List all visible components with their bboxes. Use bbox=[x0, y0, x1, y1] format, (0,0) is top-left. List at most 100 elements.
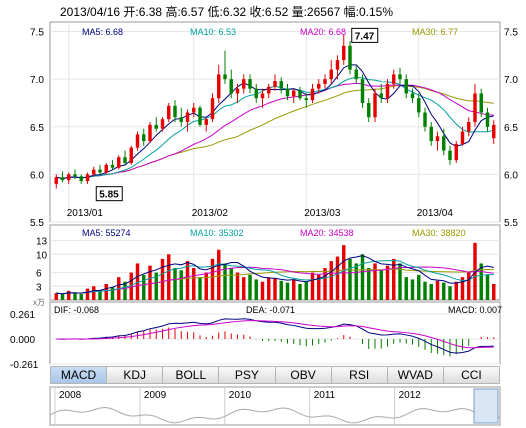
tab-kdj[interactable]: KDJ bbox=[107, 366, 164, 384]
tab-cci[interactable]: CCI bbox=[443, 366, 500, 384]
x-axis-label: 2013/03 bbox=[304, 208, 341, 219]
candle-body bbox=[204, 119, 208, 125]
volume-ma20-line bbox=[56, 266, 494, 295]
quote-volume: 量:26567 bbox=[291, 5, 341, 19]
candle-body bbox=[173, 105, 177, 118]
candle-body bbox=[254, 88, 258, 99]
price-right-tick: 7.0 bbox=[504, 75, 518, 86]
volume-bar bbox=[79, 294, 83, 300]
volume-bar bbox=[123, 281, 127, 300]
volume-bar bbox=[467, 272, 471, 300]
min-annotation-box bbox=[95, 186, 123, 202]
price-left-tick: 7.5 bbox=[30, 28, 44, 39]
volume-ma5-label: MA5: 55274 bbox=[82, 228, 131, 238]
volume-bar bbox=[348, 258, 352, 300]
volume-bar bbox=[460, 277, 465, 300]
volume-bar bbox=[54, 293, 58, 300]
candle-body bbox=[479, 93, 483, 113]
candle-body bbox=[429, 126, 433, 142]
volume-bar bbox=[417, 274, 421, 300]
candle-body bbox=[117, 157, 121, 168]
overview-year-label: 2011 bbox=[314, 390, 336, 401]
volume-bar bbox=[248, 274, 252, 300]
overview-line bbox=[49, 406, 501, 424]
volume-bar bbox=[60, 294, 65, 300]
price-ma20-line bbox=[56, 82, 494, 180]
candle-body bbox=[267, 86, 271, 94]
price-left-tick: 7.0 bbox=[30, 75, 44, 86]
volume-bar bbox=[192, 268, 196, 300]
volume-bar bbox=[285, 282, 290, 300]
quote-header: 2013/04/16 开:6.38 高:6.57 低:6.32 收:6.52 量… bbox=[60, 3, 393, 20]
candle-body bbox=[135, 134, 140, 148]
macd-dea-label: DEA: -0.071 bbox=[246, 305, 296, 315]
volume-bar bbox=[204, 272, 208, 300]
volume-bar bbox=[254, 279, 258, 300]
volume-bar bbox=[435, 280, 440, 300]
volume-bar bbox=[92, 286, 96, 300]
volume-ma5-line bbox=[56, 255, 494, 295]
volume-bar bbox=[442, 282, 446, 300]
price-right-tick: 7.5 bbox=[504, 28, 518, 39]
candle-body bbox=[423, 112, 427, 127]
candle-body bbox=[448, 150, 452, 161]
volume-bar bbox=[404, 277, 408, 300]
volume-bar bbox=[217, 249, 221, 300]
candle-body bbox=[410, 93, 415, 99]
candle-body bbox=[179, 117, 183, 122]
candle-body bbox=[123, 157, 127, 163]
candle-body bbox=[73, 174, 77, 177]
candle-body bbox=[273, 81, 277, 87]
candle-body bbox=[248, 79, 252, 89]
quote-change: 幅:0.15% bbox=[343, 5, 394, 19]
volume-bar bbox=[267, 277, 271, 300]
overview-year-label: 2008 bbox=[59, 390, 82, 401]
candle-body bbox=[110, 164, 115, 168]
volume-bar bbox=[423, 281, 427, 300]
volume-bar bbox=[479, 263, 483, 300]
candle-body bbox=[185, 112, 190, 122]
tab-psy[interactable]: PSY bbox=[219, 366, 276, 384]
volume-ma10-line bbox=[56, 259, 494, 295]
candle-body bbox=[473, 93, 477, 122]
overview-range-handle bbox=[473, 388, 499, 424]
indicator-tabs: MACD KDJ BOLL PSY OBV RSI WVAD CCI bbox=[50, 366, 500, 384]
quote-open: 开:6.38 bbox=[123, 5, 163, 19]
candle-body bbox=[342, 45, 346, 61]
macd-value-label: MACD: 0.007 bbox=[448, 305, 503, 315]
tab-rsi[interactable]: RSI bbox=[331, 366, 388, 384]
candle-body bbox=[367, 102, 371, 118]
candle-body bbox=[192, 107, 196, 113]
volume-bar bbox=[160, 258, 165, 300]
volume-bar bbox=[410, 279, 415, 300]
volume-bar bbox=[104, 284, 108, 300]
candle-body bbox=[329, 69, 333, 80]
volume-bar bbox=[229, 268, 233, 300]
volume-bar bbox=[173, 268, 177, 300]
tab-boll[interactable]: BOLL bbox=[163, 366, 220, 384]
tab-macd[interactable]: MACD bbox=[50, 366, 108, 384]
max-annotation: 7.47 bbox=[355, 31, 375, 42]
candle-body bbox=[467, 122, 471, 132]
candle-body bbox=[304, 98, 308, 101]
candle-body bbox=[335, 60, 340, 70]
candle-body bbox=[354, 69, 358, 80]
candle-body bbox=[229, 79, 233, 94]
candle-body bbox=[442, 136, 446, 151]
volume-bar bbox=[260, 281, 265, 300]
volume-bar bbox=[210, 258, 215, 300]
candle-body bbox=[292, 90, 296, 97]
volume-bar bbox=[185, 261, 190, 300]
volume-bar bbox=[110, 287, 115, 300]
tab-obv[interactable]: OBV bbox=[275, 366, 332, 384]
candle-body bbox=[235, 88, 240, 94]
tab-wvad[interactable]: WVAD bbox=[387, 366, 444, 384]
volume-bar bbox=[448, 286, 452, 300]
candle-body bbox=[392, 74, 396, 84]
volume-bar bbox=[179, 270, 183, 300]
volume-bar bbox=[167, 254, 171, 300]
volume-bar bbox=[335, 256, 340, 300]
candle-body bbox=[360, 79, 365, 103]
price-right-tick: 6.0 bbox=[504, 170, 518, 181]
